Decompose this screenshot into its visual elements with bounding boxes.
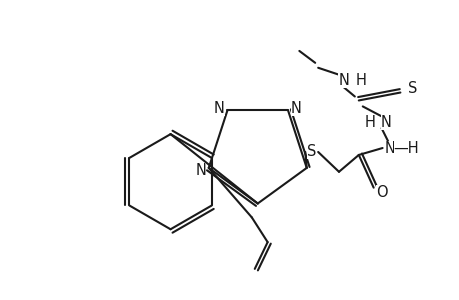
Text: H: H — [354, 73, 365, 88]
Text: N: N — [213, 101, 224, 116]
Text: N: N — [338, 73, 349, 88]
Text: N: N — [380, 115, 391, 130]
Text: O: O — [375, 185, 386, 200]
Text: S: S — [407, 81, 416, 96]
Text: H: H — [364, 115, 375, 130]
Text: —H: —H — [393, 140, 418, 155]
Text: N: N — [290, 101, 301, 116]
Text: S: S — [306, 145, 315, 160]
Text: N: N — [195, 164, 206, 178]
Text: N: N — [384, 140, 395, 155]
